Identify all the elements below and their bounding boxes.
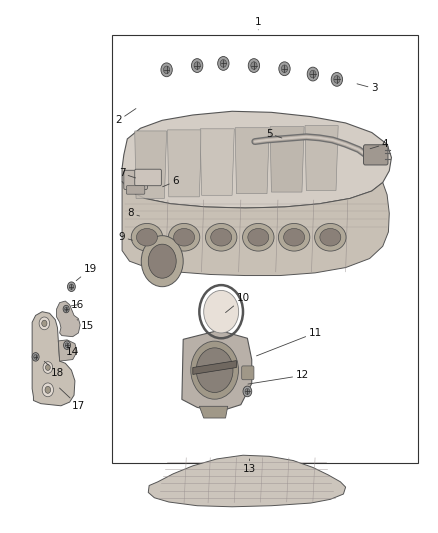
Polygon shape [270, 127, 304, 192]
Circle shape [42, 320, 47, 327]
FancyBboxPatch shape [135, 169, 161, 185]
Polygon shape [135, 131, 166, 198]
Circle shape [161, 63, 172, 77]
Ellipse shape [168, 223, 200, 251]
Text: 3: 3 [357, 83, 377, 93]
Ellipse shape [205, 223, 237, 251]
Ellipse shape [320, 229, 341, 246]
FancyBboxPatch shape [124, 170, 148, 189]
Polygon shape [122, 181, 389, 276]
Text: 17: 17 [60, 388, 85, 411]
Ellipse shape [173, 229, 194, 246]
Circle shape [191, 341, 238, 399]
Circle shape [310, 70, 316, 78]
Circle shape [307, 67, 318, 81]
Polygon shape [58, 340, 77, 361]
Text: 11: 11 [257, 328, 321, 356]
Polygon shape [32, 312, 75, 406]
Circle shape [39, 317, 49, 330]
Ellipse shape [314, 223, 346, 251]
Circle shape [220, 60, 226, 67]
Circle shape [204, 290, 239, 333]
Polygon shape [167, 130, 201, 197]
Text: 14: 14 [66, 344, 79, 357]
Text: 10: 10 [226, 293, 250, 312]
Circle shape [45, 386, 51, 393]
Polygon shape [57, 301, 80, 337]
Polygon shape [235, 128, 269, 193]
Polygon shape [199, 406, 228, 418]
Text: 8: 8 [127, 208, 140, 219]
Text: 15: 15 [77, 320, 94, 331]
Text: 2: 2 [115, 109, 136, 125]
Circle shape [248, 59, 260, 72]
Text: 19: 19 [76, 264, 97, 281]
Text: 1: 1 [255, 17, 261, 30]
Circle shape [141, 236, 183, 287]
Circle shape [46, 365, 50, 370]
Circle shape [163, 66, 170, 74]
Circle shape [196, 348, 233, 392]
Polygon shape [148, 455, 346, 507]
Polygon shape [182, 330, 252, 411]
Circle shape [64, 307, 68, 311]
FancyBboxPatch shape [127, 185, 145, 194]
Polygon shape [193, 361, 237, 374]
Circle shape [32, 353, 39, 361]
Circle shape [148, 244, 176, 278]
Text: 5: 5 [266, 128, 282, 139]
Text: 9: 9 [119, 232, 133, 243]
Circle shape [243, 386, 252, 397]
Ellipse shape [211, 229, 232, 246]
Circle shape [67, 282, 75, 292]
Circle shape [334, 76, 340, 83]
Text: 7: 7 [119, 168, 136, 179]
Circle shape [191, 59, 203, 72]
Polygon shape [200, 129, 234, 195]
Text: 13: 13 [243, 459, 256, 473]
Ellipse shape [243, 223, 274, 251]
Circle shape [194, 62, 200, 69]
Ellipse shape [131, 223, 162, 251]
Circle shape [331, 72, 343, 86]
Circle shape [42, 383, 53, 397]
Ellipse shape [284, 229, 304, 246]
Ellipse shape [279, 223, 310, 251]
Circle shape [65, 343, 69, 348]
Text: 12: 12 [248, 370, 309, 384]
Ellipse shape [248, 229, 269, 246]
Circle shape [43, 362, 53, 373]
Text: 6: 6 [162, 176, 179, 187]
Circle shape [218, 56, 229, 70]
Circle shape [64, 341, 71, 350]
FancyBboxPatch shape [364, 145, 388, 165]
Circle shape [63, 305, 69, 313]
Circle shape [69, 284, 74, 289]
Ellipse shape [137, 229, 157, 246]
Circle shape [245, 389, 250, 394]
Circle shape [251, 62, 257, 69]
Polygon shape [305, 126, 338, 190]
Text: 16: 16 [71, 300, 84, 310]
Text: 4: 4 [370, 139, 388, 149]
Text: 18: 18 [44, 361, 64, 378]
FancyBboxPatch shape [242, 366, 254, 379]
Circle shape [281, 65, 288, 72]
Circle shape [279, 62, 290, 76]
Polygon shape [122, 111, 392, 208]
Circle shape [34, 354, 38, 359]
